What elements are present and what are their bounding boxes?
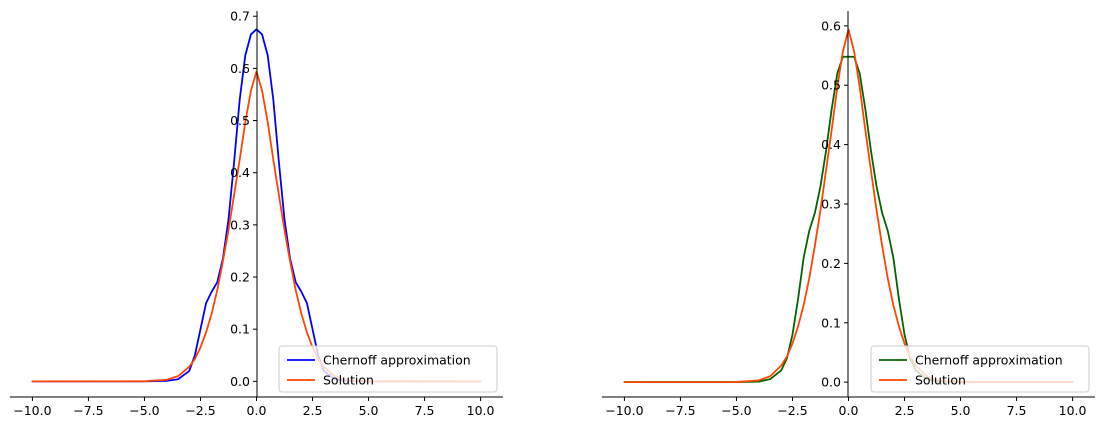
left-x-tick-label: 7.5 <box>415 403 435 418</box>
left-legend: Chernoff approximation Solution <box>278 345 498 393</box>
right-x-tick-label: 7.5 <box>1007 403 1027 418</box>
left-y-tick-label: 0.2 <box>230 270 250 285</box>
right-y-tick-label: 0.1 <box>821 315 841 330</box>
left-x-tick-label: −10.0 <box>13 403 51 418</box>
left-x-tick-label: −7.5 <box>73 403 103 418</box>
right-x-tick-label: 5.0 <box>951 403 971 418</box>
right-x-tick-label: −2.5 <box>777 403 807 418</box>
right-legend-label: Chernoff approximation <box>915 353 1063 368</box>
right-x-tick-label: −10.0 <box>605 403 643 418</box>
left-y-tick-label: 0.1 <box>230 322 250 337</box>
left-y-tick-label: 0.4 <box>230 165 250 180</box>
right-chart-panel: −10.0 −7.5 −5.0 −2.5 0.0 2.5 5.0 7.5 10.0 0.0 0.1 0… <box>602 11 1095 418</box>
right-x-tick-label: 0.0 <box>839 403 859 418</box>
right-x-tick-label: 10.0 <box>1059 403 1087 418</box>
right-y-tick-label: 0.4 <box>821 137 841 152</box>
right-y-tick-label: 0.5 <box>821 78 841 93</box>
right-y-tick-label: 0.6 <box>821 18 841 33</box>
left-x-tick-label: 5.0 <box>359 403 379 418</box>
left-chart-panel: −10.0 −7.5 −5.0 −2.5 0.0 2.5 5.0 7.5 10.0 0.0 0.1 0… <box>10 9 503 418</box>
right-y-tick-label: 0.0 <box>821 375 841 390</box>
right-x-tick-label: 2.5 <box>895 403 915 418</box>
left-x-tick-label: 10.0 <box>467 403 495 418</box>
right-legend-label: Solution <box>915 373 966 388</box>
right-y-tick-label: 0.2 <box>821 256 841 271</box>
left-x-tick-label: 2.5 <box>303 403 323 418</box>
left-legend-label: Chernoff approximation <box>323 353 471 368</box>
right-x-tick-label: −5.0 <box>721 403 751 418</box>
right-legend: Chernoff approximation Solution <box>870 345 1090 393</box>
left-y-tick-label: 0.0 <box>230 374 250 389</box>
right-y-tick-label: 0.3 <box>821 197 841 212</box>
left-legend-frame <box>278 345 498 393</box>
left-x-tick-label: 0.0 <box>247 403 267 418</box>
left-x-tick-label: −2.5 <box>185 403 215 418</box>
left-y-tick-label: 0.7 <box>230 9 250 24</box>
left-legend-label: Solution <box>323 373 374 388</box>
left-y-tick-label: 0.6 <box>230 61 250 76</box>
left-y-tick-label: 0.5 <box>230 113 250 128</box>
right-legend-frame <box>870 345 1090 393</box>
left-x-tick-label: −5.0 <box>129 403 159 418</box>
left-y-tick-label: 0.3 <box>230 217 250 232</box>
right-x-tick-label: −7.5 <box>665 403 695 418</box>
